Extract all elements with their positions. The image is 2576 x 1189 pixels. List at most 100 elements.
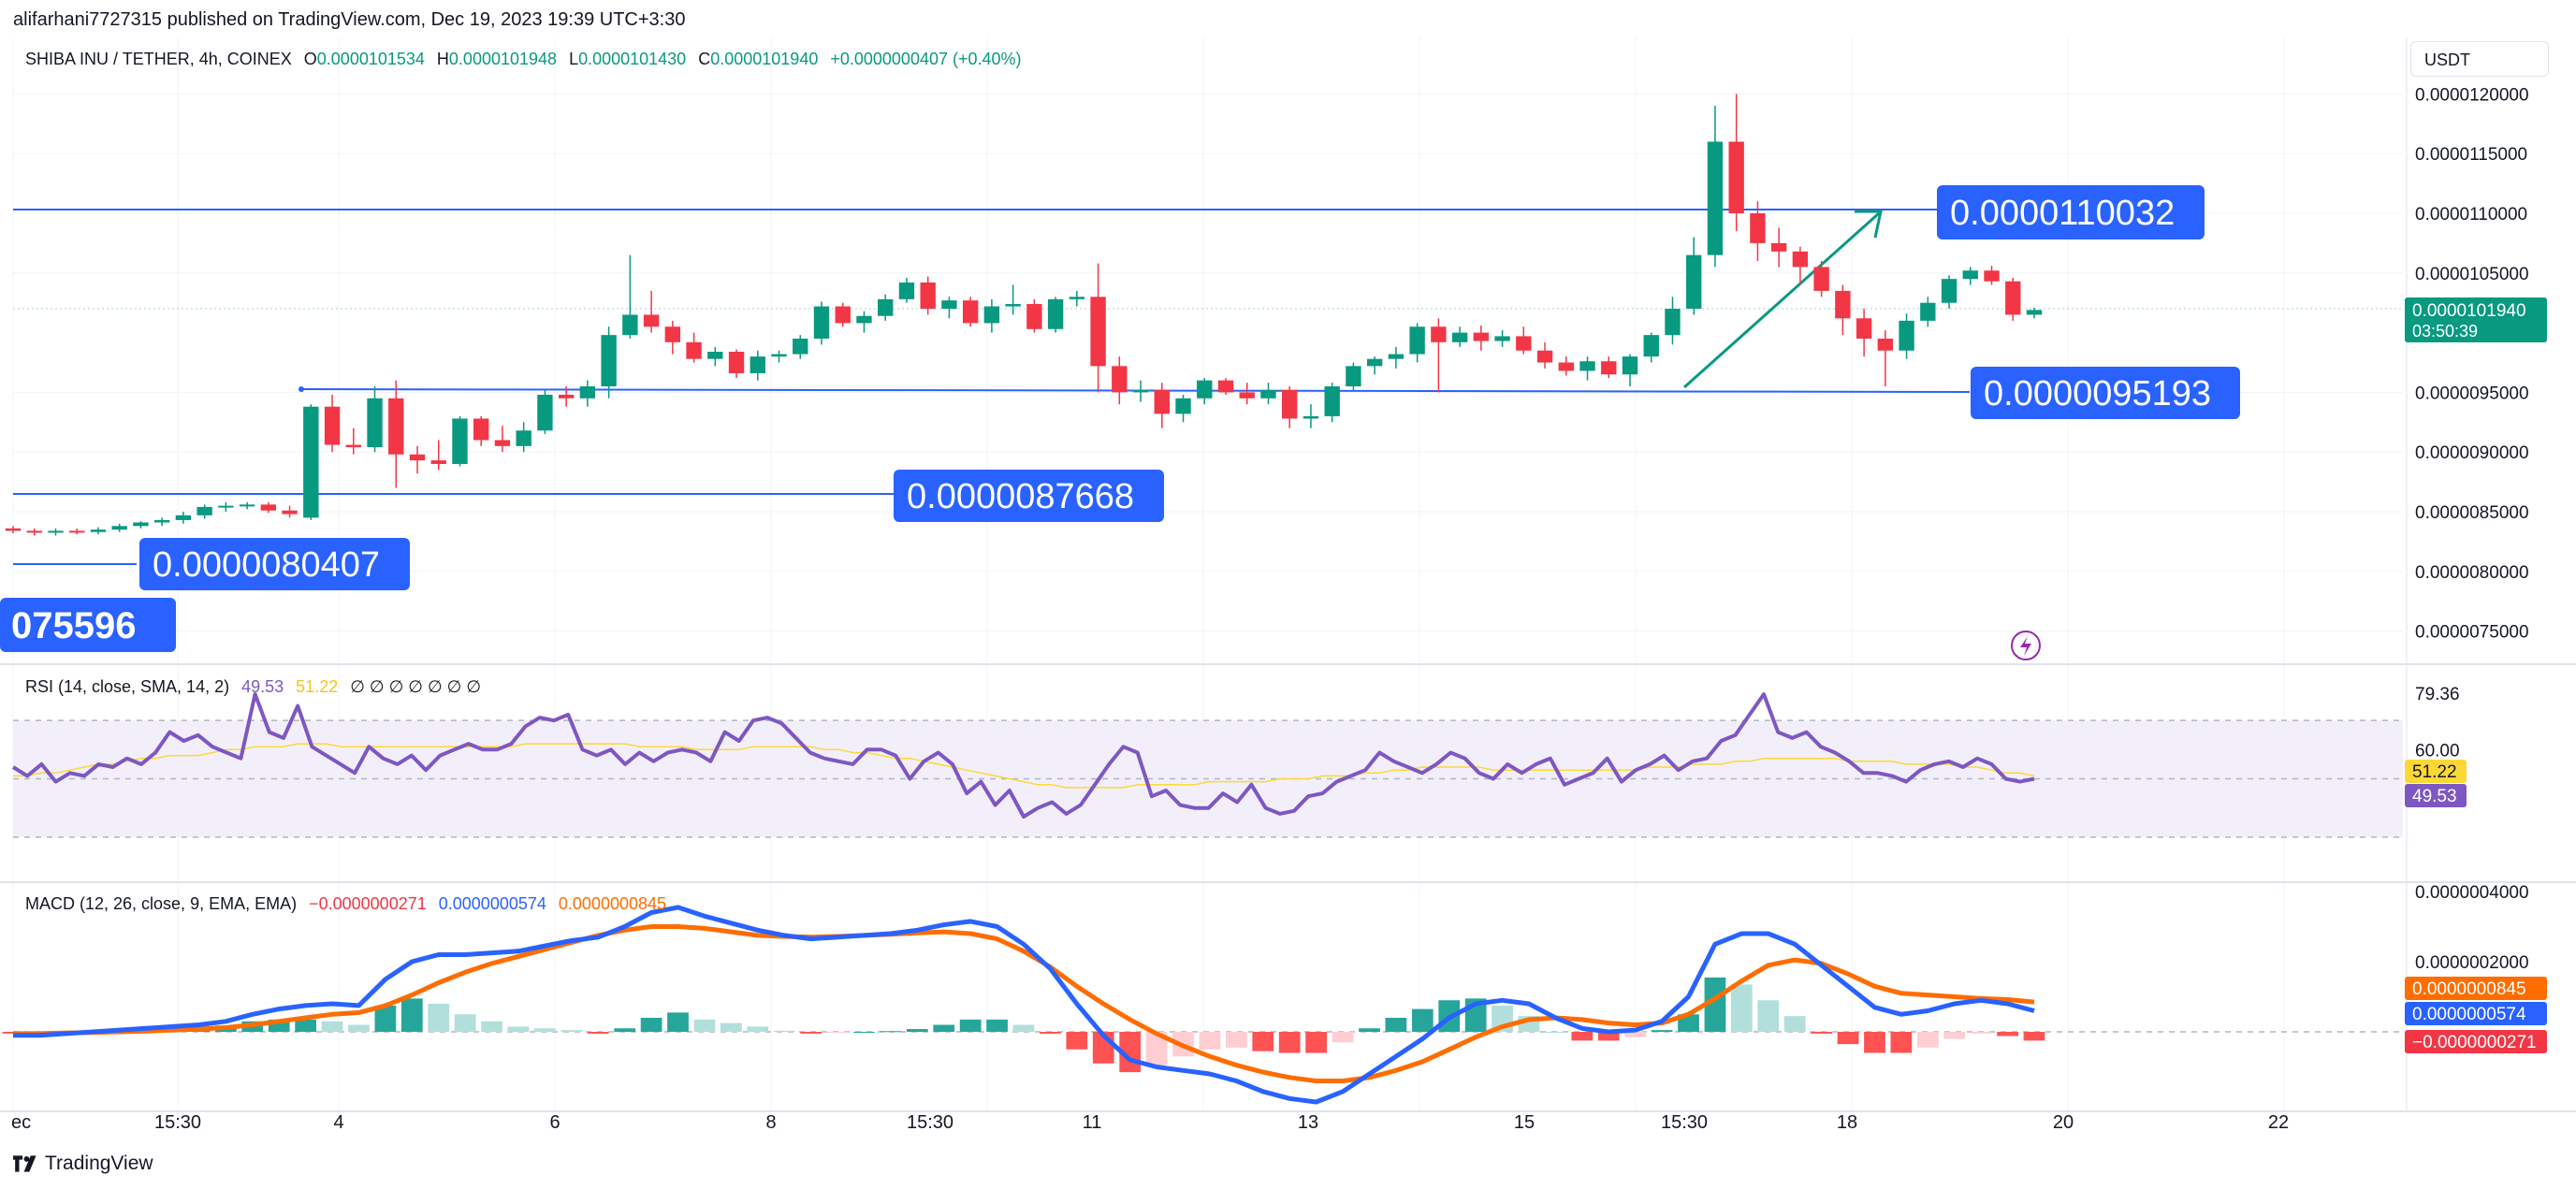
candle-body-41	[878, 298, 894, 316]
candle-body-63	[1346, 366, 1361, 387]
macd-hist-bar-16	[428, 1004, 450, 1032]
candle-body-82	[1750, 213, 1766, 243]
macd-hist-badge-text: −0.0000000271	[2412, 1033, 2537, 1052]
macd-hist-bar-49	[1305, 1032, 1327, 1053]
macd-hist-bar-59	[1571, 1032, 1594, 1041]
currency-button[interactable]: USDT	[2410, 41, 2549, 77]
macd-hist-bar-27	[720, 1022, 742, 1032]
level-label-95193-box[interactable]	[1971, 367, 2240, 419]
rsi-badge-text: 49.53	[2412, 787, 2457, 806]
candle-body-30	[643, 314, 660, 327]
macd-signal-line	[13, 924, 2035, 1083]
flash-icon	[2011, 631, 2041, 660]
candle-body-14	[303, 406, 319, 518]
macd-hist-bar-35	[933, 1024, 955, 1032]
countdown-text: 03:50:39	[2412, 322, 2478, 341]
candle-body-13	[282, 510, 298, 515]
price-tick-8: 0.0000075000	[2415, 623, 2529, 643]
candle-body-83	[1770, 242, 1787, 252]
macd-hist-bar-37	[986, 1019, 1008, 1032]
candle-body-9	[196, 506, 212, 515]
level-label-110032-text: 0.0000110032	[1950, 194, 2175, 233]
macd-signal-badge	[2405, 977, 2547, 1000]
candle-body-46	[983, 306, 1000, 324]
level-label-80407-box[interactable]	[139, 538, 410, 590]
price-tick-3: 0.0000105000	[2415, 265, 2529, 284]
rsi-title[interactable]: RSI (14, close, SMA, 14, 2)	[25, 677, 230, 696]
publisher-header: alifarhani7727315 published on TradingVi…	[13, 9, 686, 30]
candle-body-25	[537, 394, 553, 431]
rsi-sma-badge-text: 51.22	[2412, 762, 2457, 782]
rsi-legend: RSI (14, close, SMA, 14, 2) 49.53 51.22 …	[25, 677, 488, 697]
candle-body-27	[579, 386, 596, 399]
candle-body-43	[920, 283, 936, 310]
level-label-110032-box[interactable]	[1937, 185, 2205, 239]
macd-line	[13, 905, 2035, 1105]
rsi-sma-badge	[2405, 760, 2467, 783]
macd-hist-bar-65	[1731, 984, 1753, 1032]
price-tick-7: 0.0000080000	[2415, 563, 2529, 583]
macd-hist-bar-71	[1890, 1032, 1913, 1053]
candle-body-28	[601, 335, 617, 387]
level-labels[interactable]: 0.0000110032 0.0000095193 0.0000087668 0.00…	[0, 185, 2240, 652]
candle-body-38	[813, 306, 830, 339]
candle-body-18	[388, 398, 404, 455]
macd-title[interactable]: MACD (12, 26, close, 9, EMA, EMA)	[25, 894, 298, 913]
current-price-text: 0.0000101940	[2412, 301, 2526, 321]
macd-signal-badge-text: 0.0000000845	[2412, 979, 2526, 999]
current-price-badge	[2405, 297, 2547, 342]
candle-body-64	[1366, 358, 1383, 367]
macd-hist-bar-24	[640, 1018, 662, 1032]
level-anchor-dot	[298, 386, 304, 392]
time-tick-11: 20	[2053, 1112, 2074, 1133]
macd-hist-bar-74	[1970, 1032, 1992, 1034]
level-label-87668-text: 0.0000087668	[907, 477, 1134, 516]
candle-body-44	[941, 300, 957, 310]
macd-hist-bar-22	[587, 1032, 609, 1034]
candle-body-48	[1026, 303, 1042, 329]
footer-brand[interactable]: TradingView	[13, 1153, 153, 1175]
symbol-title[interactable]: SHIBA INU / TETHER, 4h, COINEX	[25, 50, 292, 68]
rsi-band	[13, 719, 2403, 838]
candle-body-47	[1005, 303, 1021, 307]
candlestick-series	[5, 94, 2043, 660]
macd-hist-bar-15	[400, 998, 423, 1032]
candle-body-74	[1579, 361, 1595, 371]
macd-hist-bar-21	[560, 1030, 583, 1032]
candle-body-19	[409, 454, 426, 461]
candle-body-85	[1813, 267, 1829, 291]
candle-body-6	[133, 522, 149, 527]
macd-series	[2, 905, 2403, 1105]
candle-body-67	[1431, 326, 1447, 342]
candle-body-60	[1282, 389, 1298, 419]
macd-hist-bar-69	[1837, 1032, 1859, 1045]
rsi-series	[11, 692, 2035, 819]
macd-value: 0.0000000574	[438, 894, 546, 913]
macd-hist-bar-66	[1757, 1000, 1780, 1032]
grid-lines	[0, 37, 2576, 1112]
main-legend: SHIBA INU / TETHER, 4h, COINEX O0.000010…	[25, 50, 1029, 69]
time-tick-7: 13	[1298, 1112, 1318, 1133]
macd-hist-bar-12	[321, 1021, 343, 1032]
candle-body-12	[260, 504, 277, 511]
time-tick-0: ec	[11, 1112, 31, 1133]
macd-hist-bar-29	[773, 1030, 795, 1032]
macd-hist-bar-75	[1997, 1032, 2018, 1037]
macd-hist-bar-19	[507, 1026, 530, 1032]
candle-body-8	[175, 515, 192, 520]
candle-body-15	[324, 406, 341, 445]
macd-hist-bar-68	[1811, 1032, 1832, 1034]
candle-body-1	[26, 530, 42, 533]
price-tick-2: 0.0000110000	[2415, 205, 2527, 225]
time-tick-12: 22	[2268, 1112, 2289, 1133]
candle-body-89	[1899, 320, 1914, 351]
candle-body-20	[430, 460, 446, 464]
macd-badge	[2405, 1002, 2547, 1025]
candle-body-91	[1941, 279, 1957, 303]
macd-hist-bar-11	[295, 1019, 316, 1032]
macd-hist-bar-72	[1916, 1032, 1939, 1048]
macd-tick-0: 0.0000004000	[2415, 883, 2529, 903]
level-label-87668-box[interactable]	[894, 470, 1164, 522]
